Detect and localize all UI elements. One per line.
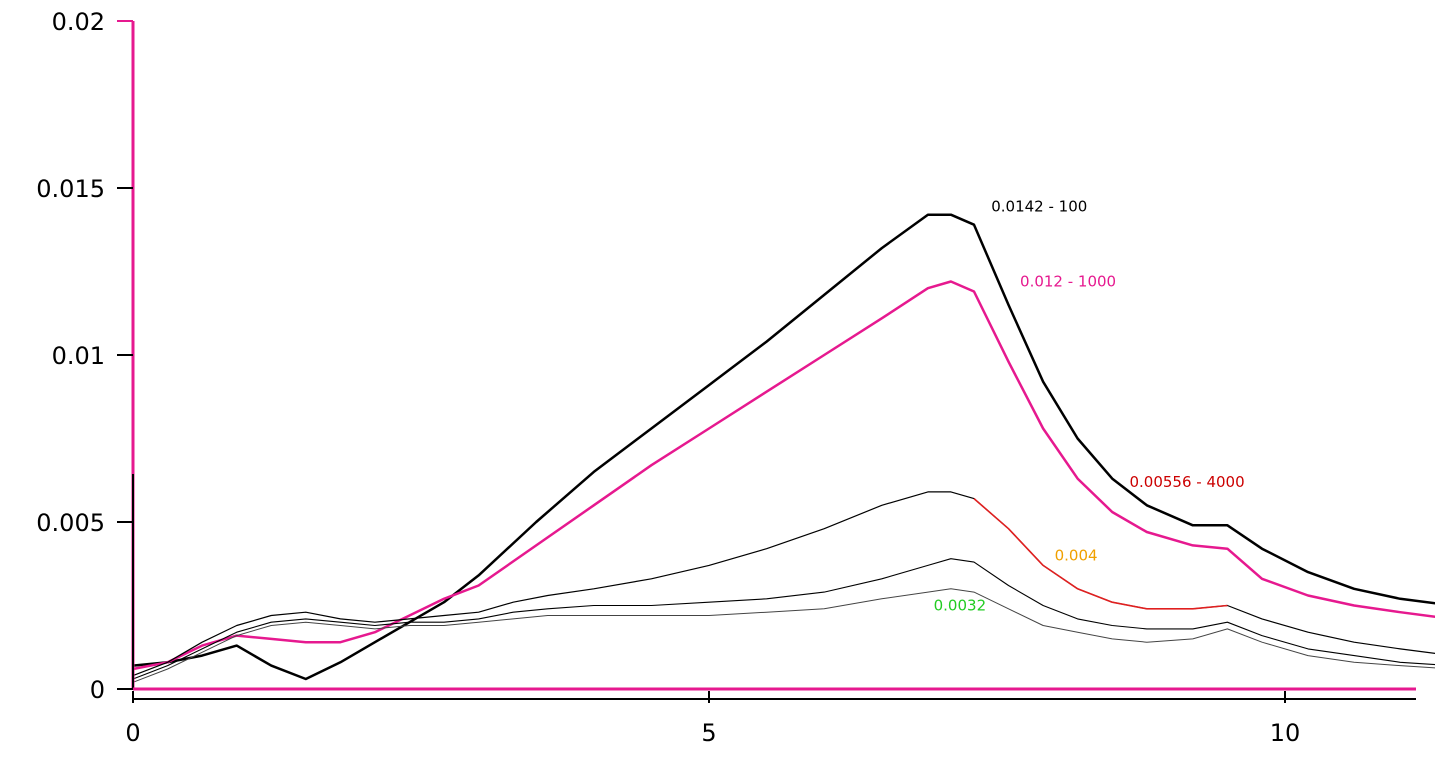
series-line-3 [132, 491, 1435, 677]
annotation-label: 0.0142 - 100 [991, 197, 1087, 215]
axis-layer: 0 0.005 0.01 0.015 0.02 0 5 10 [36, 8, 1416, 747]
series-line-3-highlight [973, 497, 1228, 610]
x-tick-label: 10 [1270, 719, 1301, 747]
x-tick-label: 0 [125, 719, 140, 747]
annotation-label: 0.004 [1055, 546, 1098, 564]
annotation-layer: 0.0142 - 100 0.012 - 1000 0.00556 - 4000 0.… [934, 197, 1245, 614]
annotation-label: 0.012 - 1000 [1020, 273, 1116, 291]
annotation-label: 0.0032 [934, 597, 987, 615]
y-tick-label: 0.015 [36, 175, 105, 203]
y-tick-label: 0 [90, 676, 105, 704]
series-line-4 [132, 558, 1435, 680]
series-layer [131, 213, 1435, 683]
y-tick-label: 0.02 [52, 8, 105, 36]
x-tick-label: 5 [701, 719, 716, 747]
series-line-5 [132, 588, 1435, 683]
series-line-2 [131, 280, 1435, 671]
annotation-label: 0.00556 - 4000 [1129, 473, 1244, 491]
y-tick-label: 0.01 [52, 342, 105, 370]
y-tick-label: 0.005 [36, 509, 105, 537]
series-line-1 [131, 213, 1435, 681]
